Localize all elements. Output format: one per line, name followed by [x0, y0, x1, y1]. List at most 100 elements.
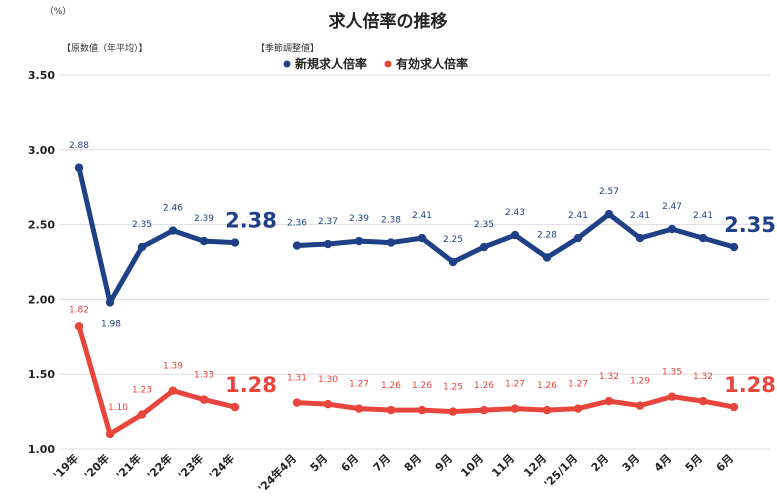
data-point-active-openings: [729, 402, 739, 412]
x-tick-label: '21年: [113, 451, 144, 482]
data-label: 1.31: [287, 374, 307, 384]
data-point-new-openings: [729, 242, 739, 252]
x-tick-label: 9月: [433, 452, 455, 474]
data-label: 1.10: [108, 403, 128, 413]
latest-value-label: 2.38: [225, 209, 277, 233]
data-point-active-openings: [604, 396, 614, 406]
y-axis: 3.50 3.00 2.50 2.00 1.50 1.00: [28, 69, 55, 456]
data-label: 2.46: [163, 204, 183, 214]
x-tick-label: 6月: [714, 452, 736, 474]
data-point-active-openings: [448, 407, 458, 416]
data-label: 1.30: [318, 375, 338, 385]
data-label: 2.41: [693, 211, 713, 221]
data-label: 2.25: [443, 235, 463, 245]
data-label: 1.26: [474, 381, 494, 391]
data-label: 1.26: [537, 381, 557, 391]
data-label: 1.29: [630, 377, 650, 387]
series-layer: [74, 163, 739, 439]
x-tick-label: 4月: [652, 452, 674, 474]
data-point-active-openings: [542, 405, 552, 415]
data-point-new-openings: [354, 236, 364, 246]
data-point-active-openings: [230, 402, 240, 412]
y-tick-label: 1.50: [28, 368, 55, 381]
data-label: 1.27: [505, 380, 525, 390]
legend-label-new-openings: 新規求人倍率: [295, 56, 367, 71]
series-line-new-openings: [76, 167, 236, 305]
data-label: 2.28: [537, 231, 557, 241]
data-label: 2.41: [568, 211, 588, 221]
x-tick-label: 5月: [308, 452, 330, 474]
data-point-active-openings: [168, 386, 178, 395]
data-point-new-openings: [168, 226, 178, 235]
data-label: 1.33: [194, 371, 214, 381]
y-tick-label: 2.50: [28, 219, 55, 232]
data-label: 2.38: [381, 216, 401, 226]
data-point-new-openings: [604, 209, 614, 219]
data-label: 1.32: [599, 372, 619, 382]
y-tick-label: 3.00: [28, 144, 55, 157]
x-tick-label: '24年4月: [255, 451, 299, 495]
x-tick-label: '20年: [81, 451, 112, 482]
x-tick-label: '23年: [175, 451, 206, 482]
data-label: 2.36: [287, 219, 307, 229]
x-tick-label: 10月: [458, 452, 486, 480]
data-label: 2.37: [318, 217, 338, 227]
data-point-new-openings: [199, 236, 209, 246]
latest-value-label: 2.35: [724, 213, 776, 237]
chart-title: 求人倍率の推移: [329, 11, 448, 32]
data-point-new-openings: [230, 238, 240, 247]
grid: [60, 74, 770, 450]
data-label: 1.27: [349, 380, 369, 390]
data-point-new-openings: [698, 233, 708, 243]
data-point-active-openings: [417, 405, 427, 415]
data-point-active-openings: [698, 396, 708, 406]
data-point-active-openings: [292, 398, 302, 407]
data-point-active-openings: [199, 395, 209, 404]
legend: 新規求人倍率 有効求人倍率: [283, 56, 468, 71]
data-point-active-openings: [386, 405, 396, 415]
left-section-label: 【原数値（年平均）】: [62, 42, 148, 54]
data-point-active-openings: [479, 405, 489, 415]
right-section-label: 【季節調整値】: [256, 42, 319, 54]
data-label: 1.25: [443, 383, 463, 393]
data-label: 1.27: [568, 380, 588, 390]
data-point-new-openings: [292, 241, 302, 250]
data-point-new-openings: [105, 298, 115, 307]
x-axis: '19年 '20年 '21年 '22年 '23年 '24年 '24年4月 5月 6月 7月 8月 9月…: [50, 451, 736, 495]
data-label: 2.47: [662, 202, 682, 212]
legend-marker-active-openings: [384, 60, 392, 68]
x-tick-label: '24年: [206, 451, 237, 482]
x-tick-label: '22年: [144, 451, 175, 482]
x-tick-label: '25/1月: [542, 452, 580, 490]
data-point-active-openings: [573, 404, 583, 413]
data-point-new-openings: [510, 230, 520, 240]
data-labels: 2.88 1.98 2.35 2.46 2.39 2.38 2.36 2.37 2.39 2.38…: [69, 141, 776, 413]
data-point-new-openings: [417, 233, 427, 243]
data-point-new-openings: [542, 253, 552, 262]
x-tick-label: 2月: [589, 452, 611, 474]
data-label: 1.26: [412, 381, 432, 391]
data-label: 2.35: [132, 220, 152, 230]
data-label: 2.41: [412, 211, 432, 221]
latest-value-label: 1.28: [225, 373, 277, 397]
x-tick-label: 7月: [371, 452, 393, 474]
y-tick-label: 2.00: [28, 293, 55, 306]
legend-label-active-openings: 有効求人倍率: [396, 56, 468, 71]
series-line-active-openings: [76, 325, 236, 437]
data-point-new-openings: [386, 238, 396, 247]
data-point-new-openings: [479, 242, 489, 252]
data-point-new-openings: [137, 242, 147, 252]
data-label: 2.39: [349, 214, 369, 224]
data-point-new-openings: [74, 163, 84, 172]
data-point-new-openings: [667, 224, 677, 234]
data-point-new-openings: [573, 233, 583, 243]
data-point-active-openings: [667, 392, 677, 401]
data-point-active-openings: [510, 404, 520, 413]
data-label: 2.39: [194, 214, 214, 224]
x-tick-label: 8月: [402, 452, 424, 474]
data-label: 2.35: [474, 220, 494, 230]
x-tick-label: 3月: [620, 452, 642, 474]
data-label: 1.35: [662, 368, 682, 378]
y-tick-label: 1.00: [28, 443, 55, 456]
